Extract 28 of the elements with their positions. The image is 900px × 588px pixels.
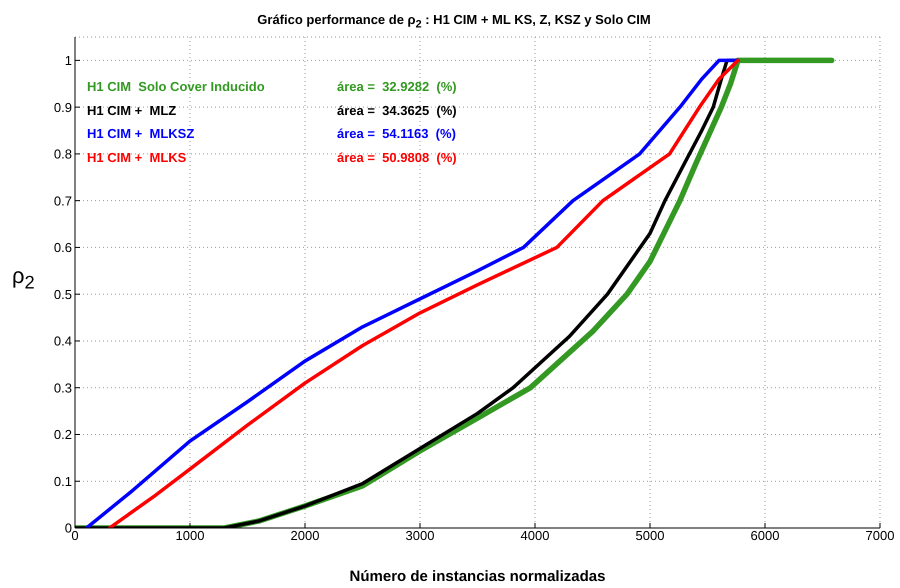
y-tick-label: 0.4 [54, 334, 72, 349]
annotation: área = 50.9808 (%) [337, 150, 457, 167]
x-tick-label: 6000 [750, 528, 780, 544]
y-tick-label: 1 [64, 52, 72, 68]
x-tick-label: 4000 [520, 528, 550, 544]
annotation: área = 34.3625 (%) [337, 102, 457, 120]
y-tick-label: 0.3 [54, 380, 72, 396]
x-tick-label: 2000 [290, 528, 320, 544]
annotation: área = 54.1163 (%) [337, 126, 456, 143]
x-tick-label: 7000 [866, 528, 894, 544]
x-axis-title: Número de instancias normalizadas [350, 568, 606, 585]
x-tick-label: 3000 [406, 528, 434, 544]
y-tick-label: 0.9 [54, 100, 72, 115]
text: H1 CIM + MLKS [87, 150, 188, 166]
y-tick-label: 0.8 [54, 146, 72, 162]
y-tick-label: 0.5 [54, 286, 72, 302]
x-tick-label: 1000 [176, 528, 204, 544]
y-tick-label: 0.7 [54, 193, 72, 208]
text: H1 CIM Solo Cover Inducido [87, 79, 266, 96]
annotation: área = 32.9282 (%) [337, 79, 457, 96]
y-axis-title: ρ$_{2}$ [12, 263, 35, 292]
y-tick-label: 0.2 [54, 427, 72, 442]
text: H1 CIM + MLKSZ [87, 126, 196, 143]
y-tick-label: 0.6 [54, 240, 72, 256]
text: H1 CIM + MLZ [87, 102, 178, 120]
x-tick-label: 5000 [636, 528, 664, 544]
chart-title: Gráfico performance de ρ$_{2}$ : H1 CIM + ML KS, Z, KSZ y Solo CIM [257, 12, 651, 31]
y-tick-label: 0.1 [54, 474, 72, 489]
